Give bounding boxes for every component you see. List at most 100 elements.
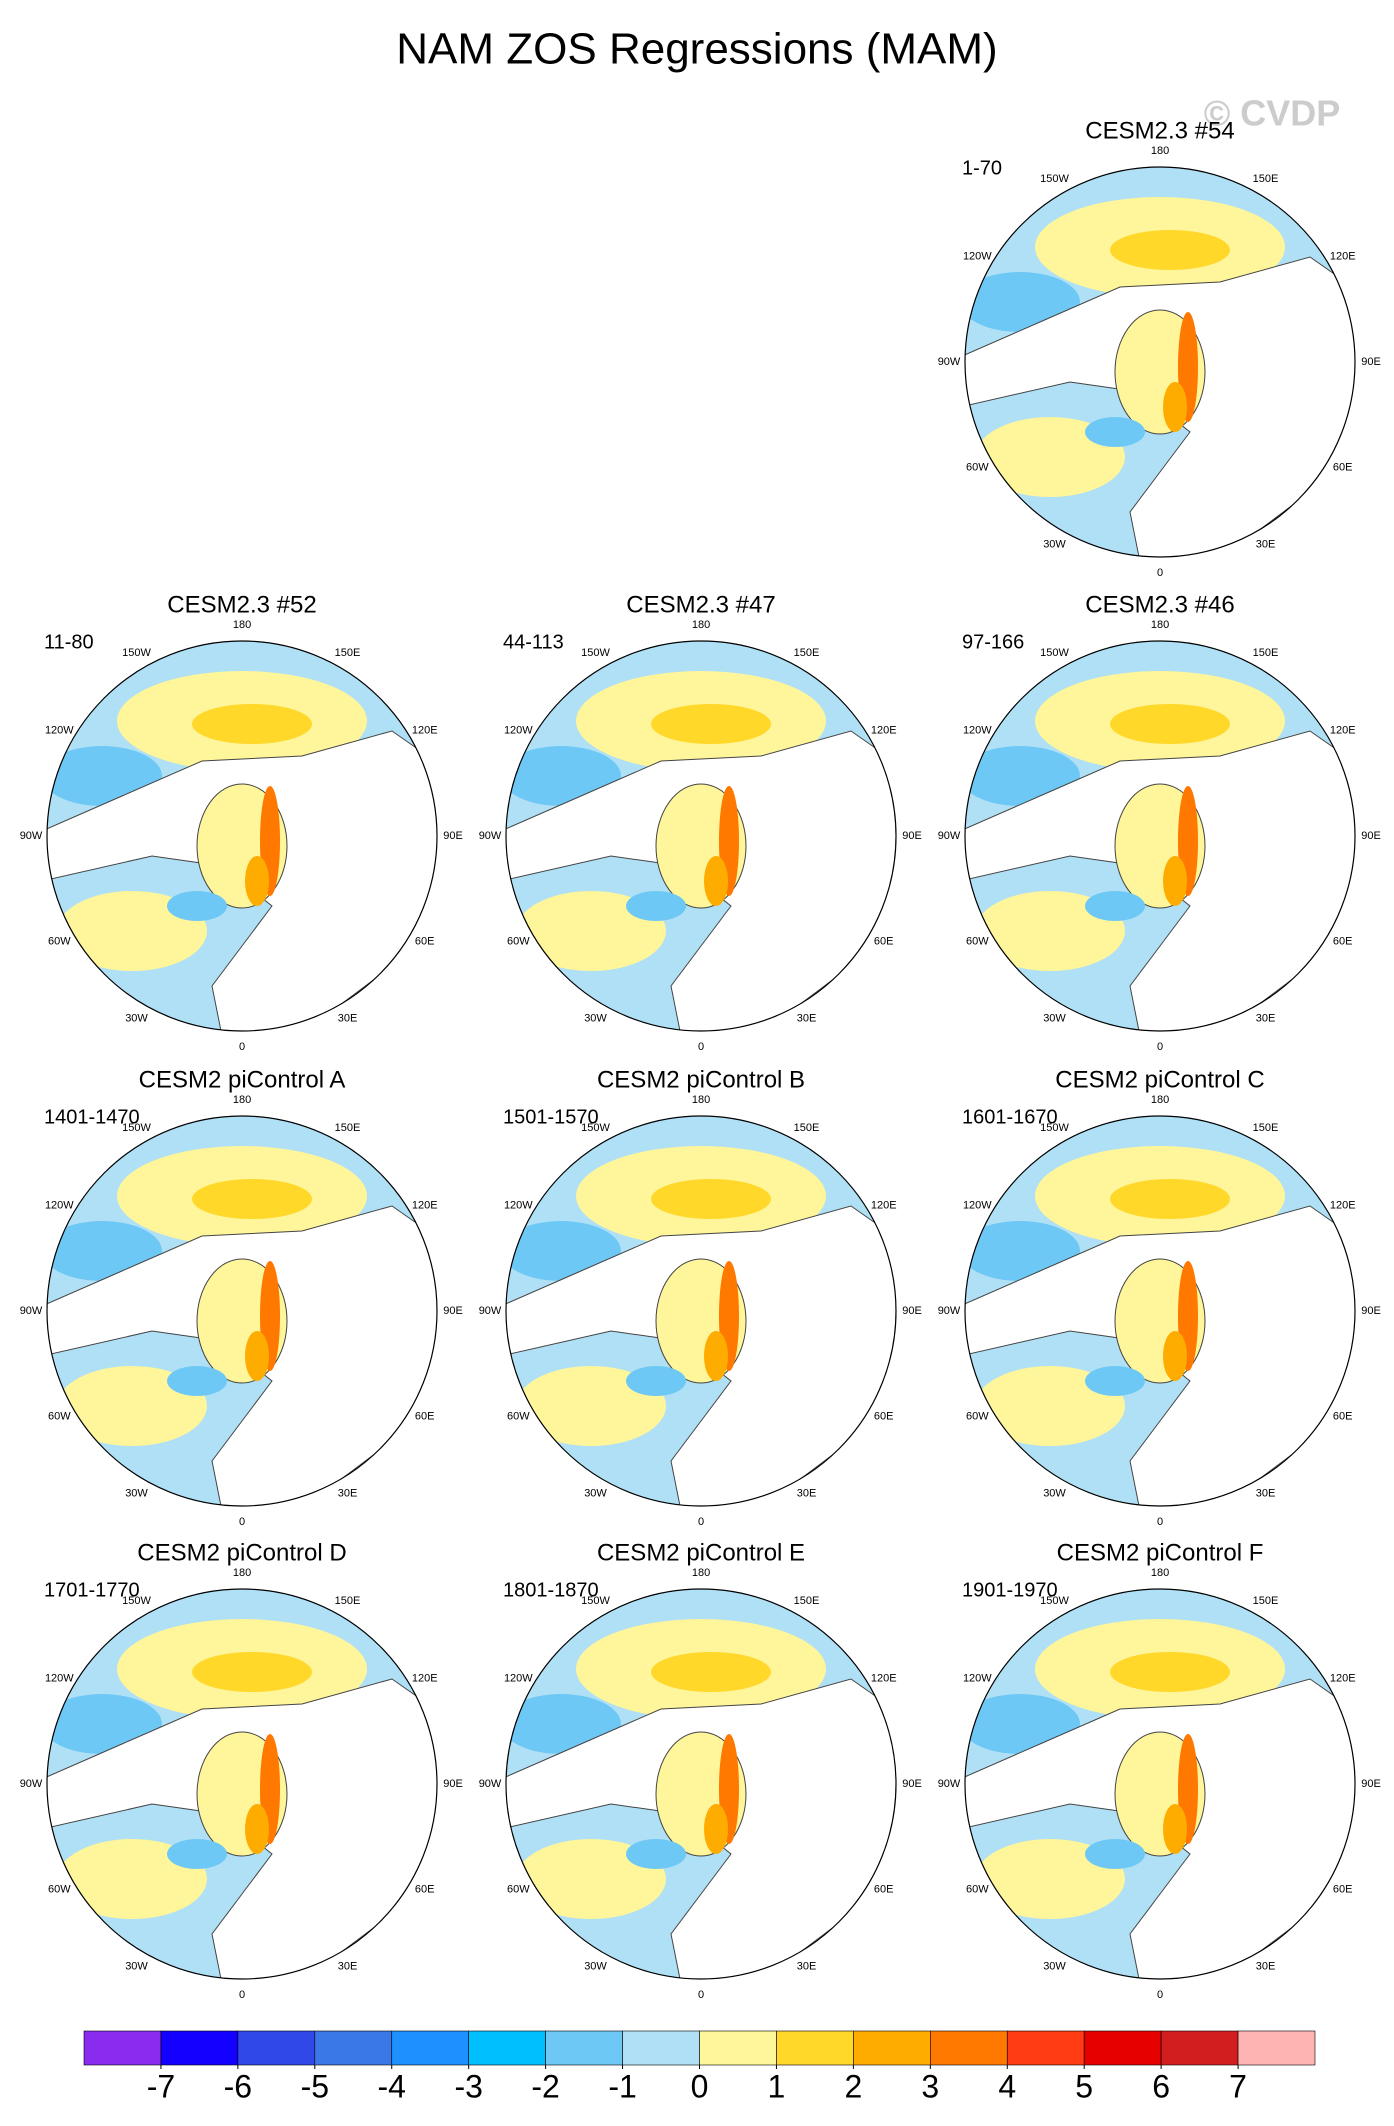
positive-anomaly [651,1179,771,1219]
lon-label: 90W [20,1778,43,1790]
lon-label: 30E [797,1488,817,1500]
lon-label: 30W [125,1013,148,1025]
lon-label: 60W [507,1410,530,1422]
lon-label: 60E [1333,935,1353,947]
map-border [46,640,438,1032]
lon-label: 60E [1333,461,1353,473]
lon-label: 30W [1043,539,1066,551]
positive-anomaly [245,856,269,906]
lon-label: 60E [874,1410,894,1422]
lon-label: 150W [581,647,610,659]
lon-label: 150W [581,1122,610,1134]
map-field [47,641,437,1031]
lon-label: 60W [48,935,71,947]
negative-anomaly [167,1839,227,1869]
lon-label: 150E [335,1122,361,1134]
lon-label: 120W [504,1672,533,1684]
positive-anomaly [1163,856,1187,906]
colorbar-label: -2 [531,2068,559,2104]
colorbar-label: 5 [1075,2068,1093,2104]
colorbar-label: 1 [768,2068,786,2104]
lon-label: 180 [692,1094,710,1106]
colorbar-box [314,2030,393,2066]
lon-label: 60W [507,1883,530,1895]
panel-period: 1-70 [962,157,1002,179]
map-panel: CESM2 piControl A 1401-1470 180 150E 120E 90E… [20,1066,463,1528]
lon-label: 30W [584,1013,607,1025]
lon-label: 0 [239,1041,245,1053]
panel-period: 1701-1770 [44,1579,140,1601]
lon-label: 120E [1330,1199,1356,1211]
lon-label: 60E [415,935,435,947]
lon-label: 30E [338,1488,358,1500]
positive-anomaly [651,704,771,744]
map-field [965,167,1355,557]
positive-anomaly [704,856,728,906]
figure-title: NAM ZOS Regressions (MAM) [396,25,997,74]
lon-label: 120E [871,1672,897,1684]
positive-anomaly [1110,704,1230,744]
map-border [964,1588,1356,1980]
map-panel: CESM2 piControl F 1901-1970 180 150E 120E 90E… [938,1539,1381,2001]
negative-anomaly [506,1221,621,1281]
lon-label: 60E [874,1883,894,1895]
lon-label: 120E [412,1199,438,1211]
lon-label: 90E [443,1778,463,1790]
map-field [506,1116,896,1506]
lon-label: 60E [415,1410,435,1422]
colorbar-label: -3 [454,2068,482,2104]
positive-anomaly [704,1804,728,1854]
panel-period: 1501-1570 [503,1106,599,1128]
lon-label: 90E [1361,1305,1381,1317]
map-field [47,1116,437,1506]
map-panel: CESM2.3 #52 11-80 180 150E 120E 90E 60E 30E 0 30W… [20,591,463,1053]
panel-period: 1801-1870 [503,1579,599,1601]
lon-label: 150W [1040,173,1069,185]
negative-anomaly [965,272,1080,332]
lon-label: 120E [871,724,897,736]
map-panel: CESM2 piControl D 1701-1770 180 150E 120E 90E… [20,1539,463,2001]
lon-label: 30W [1043,1961,1066,1973]
panel-title: CESM2.3 #46 [1085,591,1234,618]
positive-anomaly [1110,1652,1230,1692]
lon-label: 150W [122,1122,151,1134]
lon-label: 150E [1253,647,1279,659]
panel-title: CESM2 piControl D [137,1539,346,1566]
lon-label: 90E [902,1778,922,1790]
lon-label: 0 [239,1516,245,1528]
lon-label: 30E [797,1013,817,1025]
colorbar-label: 4 [998,2068,1016,2104]
map-panel: CESM2 piControl E 1801-1870 180 150E 120E 90E… [479,1539,922,2001]
positive-anomaly [192,1179,312,1219]
lon-label: 150E [794,1122,820,1134]
panel-title: CESM2.3 #54 [1085,117,1234,144]
lon-label: 60E [1333,1410,1353,1422]
lon-label: 150E [335,1595,361,1607]
lon-label: 150W [122,1595,151,1607]
panel-title: CESM2 piControl F [1057,1539,1264,1566]
map-border [46,1115,438,1507]
lon-label: 180 [233,1094,251,1106]
colorbar-box [391,2030,469,2066]
colorbar-box [622,2030,700,2066]
lon-label: 150E [335,647,361,659]
map-panel: CESM2.3 #54 1-70 180 150E 120E 90E 60E 30E 0 30W 6… [938,117,1381,579]
lon-label: 0 [1157,567,1163,579]
lon-label: 60E [874,935,894,947]
map-field [965,1589,1355,1979]
lon-label: 60W [48,1883,71,1895]
map-field [506,1589,896,1979]
negative-anomaly [626,891,686,921]
colorbar-box [237,2030,316,2066]
lon-label: 90E [902,1305,922,1317]
negative-anomaly [1085,417,1145,447]
lon-label: 120E [1330,250,1356,262]
lon-label: 0 [698,1041,704,1053]
lon-label: 90W [938,1778,961,1790]
lon-label: 0 [239,1989,245,2001]
lon-label: 150E [794,1595,820,1607]
lon-label: 90W [938,830,961,842]
colorbar-label: -6 [224,2068,252,2104]
lon-label: 30W [584,1488,607,1500]
colorbar-label: -1 [608,2068,636,2104]
